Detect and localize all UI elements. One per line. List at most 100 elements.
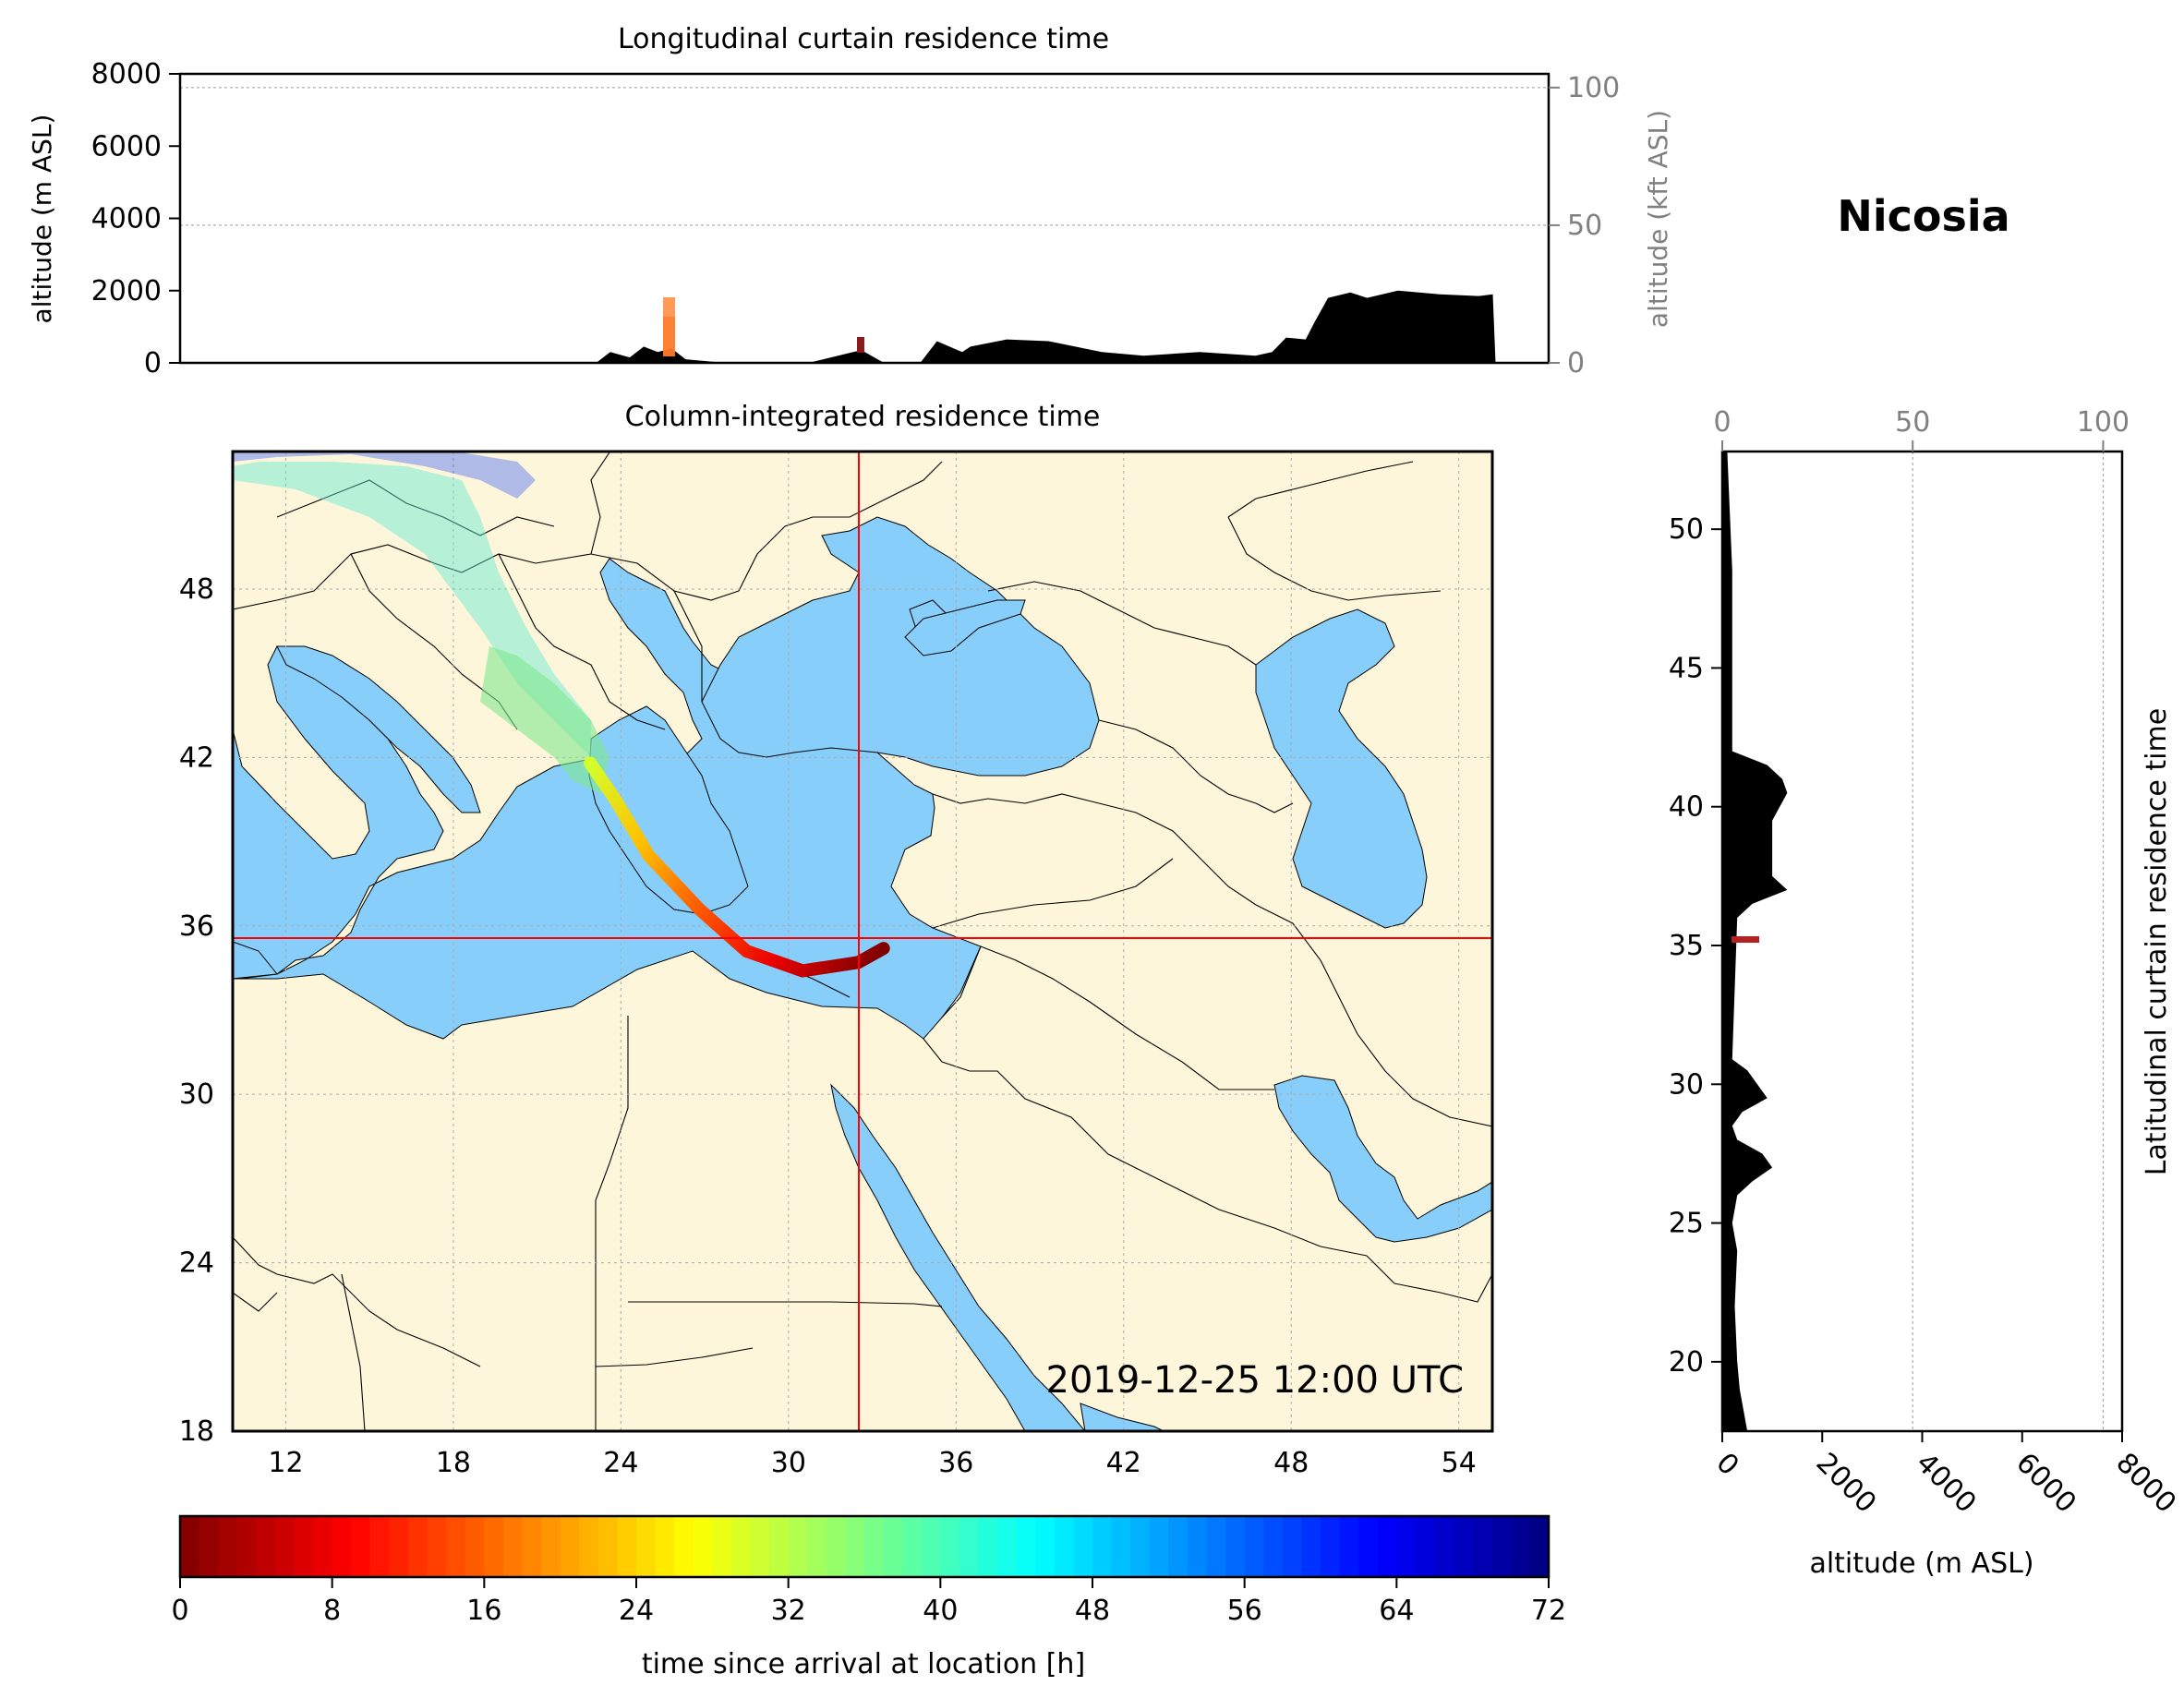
persian-gulf (1273, 1075, 1492, 1243)
colorbar-cell (1529, 1516, 1550, 1577)
right-ytick-label: 35 (1669, 930, 1704, 962)
colorbar-label: time since arrival at location [h] (642, 1648, 1085, 1680)
colorbar-cell (864, 1516, 885, 1577)
map-xtick-label: 48 (1273, 1447, 1309, 1479)
map-yaxis: 18 24 30 36 42 48 (179, 573, 214, 1448)
colorbar-cell (1225, 1516, 1246, 1577)
right-ytick-label: 25 (1669, 1208, 1704, 1240)
colorbar-tick-label: 8 (323, 1595, 341, 1627)
colorbar-cell (236, 1516, 257, 1577)
map-xaxis: 12 18 24 30 36 42 48 54 (268, 1447, 1476, 1479)
map-xtick-label: 30 (771, 1447, 806, 1479)
longitudinal-curtain-panel: Longitudinal curtain residence time 0 200… (27, 23, 1673, 379)
trajectory-centerline (584, 756, 890, 978)
right-xtick-label: 6000 (2009, 1447, 2082, 1520)
right-xtick-top-label: 50 (1895, 406, 1930, 439)
colorbar-cell (218, 1516, 238, 1577)
colorbar-tick-label: 40 (923, 1595, 958, 1627)
right-xtick-top-label: 100 (2077, 406, 2130, 439)
adriatic-sea (276, 645, 481, 813)
top-ytick-label: 4000 (91, 203, 162, 235)
colorbar-cell (1339, 1516, 1359, 1577)
colorbar-cell (674, 1516, 694, 1577)
colorbar-cell (655, 1516, 675, 1577)
colorbar-cell (389, 1516, 409, 1577)
water-bodies (233, 516, 1492, 1431)
colorbar-cell (294, 1516, 314, 1577)
colorbar-cell (408, 1516, 428, 1577)
top-yaxis-right: 0 50 100 (1549, 72, 1620, 379)
aegean-sea (588, 705, 749, 915)
colorbar-cells (180, 1516, 1550, 1577)
gulf-of-aden (1080, 1403, 1164, 1431)
colorbar-tick-label: 0 (171, 1595, 188, 1627)
colorbar-cell (1111, 1516, 1131, 1577)
location-label: Nicosia (1837, 191, 2009, 241)
plume-spread-north (233, 462, 591, 757)
colorbar-cell (826, 1516, 847, 1577)
top-ytick-right-label: 50 (1567, 210, 1602, 242)
colorbar-cell (1149, 1516, 1169, 1577)
top-ytick-label: 6000 (91, 130, 162, 163)
colorbar-cell (617, 1516, 637, 1577)
right-xaxis-bottom: 0 2000 4000 6000 8000 (1709, 1431, 2182, 1520)
colorbar-cell (959, 1516, 980, 1577)
colorbar-cell (940, 1516, 960, 1577)
colorbar-cell (465, 1516, 485, 1577)
map-ytick-label: 42 (179, 741, 214, 774)
top-ylabel: altitude (m ASL) (27, 114, 57, 324)
residence-bar-orange-light (663, 297, 675, 317)
colorbar-cell (902, 1516, 923, 1577)
colorbar-cell (693, 1516, 713, 1577)
colorbar-cell (351, 1516, 371, 1577)
colorbar-cell (502, 1516, 524, 1577)
colorbar-cell (1244, 1516, 1264, 1577)
colorbar-tick-label: 16 (466, 1595, 501, 1627)
top-ytick-label: 0 (144, 347, 162, 379)
colorbar-cell (1491, 1516, 1512, 1577)
colorbar: 0 8 16 24 32 40 48 56 64 72 time since arrival at… (171, 1514, 1566, 1680)
right-plot-area (1722, 452, 2122, 1431)
terrain-silhouette-longitudinal (596, 290, 1496, 363)
colorbar-cell (1377, 1516, 1397, 1577)
colorbar-tick-label: 72 (1531, 1595, 1566, 1627)
terrain-silhouette-latitudinal (1722, 452, 1788, 1431)
right-ytick-label: 45 (1669, 652, 1704, 684)
top-ytick-right-label: 0 (1567, 347, 1585, 379)
colorbar-cell (845, 1516, 865, 1577)
map-gridlines (233, 452, 1492, 1431)
residence-bar-dark-red (857, 337, 864, 353)
right-ytick-label: 20 (1669, 1346, 1704, 1379)
colorbar-cell (997, 1516, 1018, 1577)
map-ytick-label: 18 (179, 1415, 214, 1448)
colorbar-cell (921, 1516, 941, 1577)
colorbar-cell (1035, 1516, 1056, 1577)
map-panel-title: Column-integrated residence time (625, 401, 1101, 433)
right-xtick-label: 0 (1709, 1447, 1744, 1482)
colorbar-cell (712, 1516, 732, 1577)
colorbar-cell (636, 1516, 657, 1577)
colorbar-cell (1510, 1516, 1531, 1577)
colorbar-cell (1396, 1516, 1417, 1577)
colorbar-cell (484, 1516, 504, 1577)
colorbar-cell (1168, 1516, 1189, 1577)
right-xaxis-top: 0 50 100 (1713, 406, 2130, 452)
colorbar-cell (1472, 1516, 1492, 1577)
map-ytick-label: 36 (179, 910, 214, 943)
colorbar-cell (199, 1516, 219, 1577)
colorbar-cell (883, 1516, 903, 1577)
colorbar-tick-label: 32 (771, 1595, 806, 1627)
map-ytick-label: 24 (179, 1247, 214, 1280)
top-ylabel-right: altitude (kft ASL) (1643, 110, 1673, 328)
map-xtick-label: 42 (1106, 1447, 1141, 1479)
right-xtick-top-label: 0 (1713, 406, 1731, 439)
top-panel-title: Longitudinal curtain residence time (618, 23, 1109, 55)
colorbar-cell (522, 1516, 542, 1577)
colorbar-cell (730, 1516, 752, 1577)
map-ytick-label: 30 (179, 1078, 214, 1111)
colorbar-cell (1415, 1516, 1436, 1577)
colorbar-cell (1054, 1516, 1075, 1577)
column-integrated-map-panel: Column-integrated residence time (179, 401, 1494, 1479)
top-yaxis-left: 0 2000 4000 6000 8000 (91, 58, 180, 379)
colorbar-frame (178, 1514, 1551, 1579)
